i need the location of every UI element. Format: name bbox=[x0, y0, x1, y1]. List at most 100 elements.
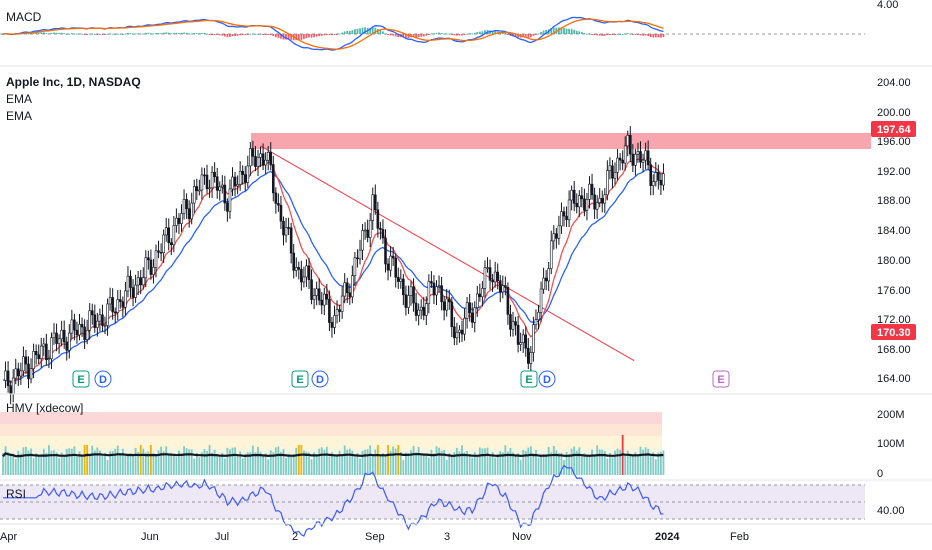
earnings-icon[interactable]: E bbox=[291, 370, 309, 388]
volume-bar bbox=[468, 453, 471, 475]
candle-body bbox=[424, 303, 428, 316]
price-tick: 188.00 bbox=[877, 195, 911, 207]
volume-bar bbox=[234, 447, 236, 475]
earnings-icon[interactable]: E bbox=[520, 370, 538, 388]
candle-body bbox=[651, 181, 655, 186]
volume-bars bbox=[2, 435, 665, 475]
volume-bar bbox=[637, 456, 639, 475]
candle-body bbox=[139, 277, 142, 286]
volume-bar bbox=[88, 454, 91, 475]
candle-body bbox=[233, 176, 237, 187]
candle-body bbox=[659, 179, 663, 186]
rsi-pane[interactable]: RSI 40.00 bbox=[0, 464, 905, 537]
volume-bar bbox=[55, 452, 58, 475]
candle-body bbox=[108, 297, 112, 305]
volume-bar bbox=[60, 452, 63, 475]
macd-histogram-bar bbox=[160, 33, 162, 35]
macd-histogram-bar bbox=[132, 33, 134, 35]
volume-bar bbox=[167, 454, 170, 475]
candle-body bbox=[608, 165, 612, 171]
upcoming-earnings-icon[interactable]: E bbox=[712, 370, 730, 388]
volume-bar bbox=[558, 453, 560, 475]
candle-body bbox=[9, 385, 12, 395]
candle-body bbox=[611, 165, 614, 179]
volume-bar bbox=[545, 454, 548, 475]
macd-histogram-bar bbox=[364, 27, 366, 34]
volume-bar bbox=[203, 449, 206, 475]
macd-histogram-bar bbox=[53, 32, 55, 34]
candle-body bbox=[506, 286, 510, 315]
price-pane[interactable]: Apple Inc, 1D, NASDAQ EMA EMA E D E D bbox=[2, 75, 871, 405]
macd-histogram-bar bbox=[473, 32, 476, 34]
volume-bar bbox=[376, 445, 379, 475]
macd-histogram-bar bbox=[448, 33, 451, 35]
candle-body bbox=[575, 203, 579, 208]
volume-bar bbox=[351, 450, 354, 475]
candle-body bbox=[6, 370, 10, 387]
candle-body bbox=[340, 295, 344, 312]
candle-body bbox=[192, 186, 196, 204]
volume-bar bbox=[101, 455, 104, 475]
volume-bar bbox=[257, 447, 259, 475]
volume-bar bbox=[180, 454, 183, 475]
hmv-label[interactable]: HMV [xdecow] bbox=[6, 401, 83, 415]
dividend-icon[interactable]: D bbox=[94, 370, 112, 388]
ema-label-1[interactable]: EMA bbox=[6, 92, 32, 106]
volume-bar bbox=[601, 449, 604, 475]
volume-bar bbox=[471, 457, 474, 475]
macd-histogram-bar bbox=[121, 33, 124, 35]
candle-body bbox=[98, 314, 102, 322]
ema-label-2[interactable]: EMA bbox=[6, 109, 32, 123]
macd-histogram-bar bbox=[180, 32, 183, 34]
macd-histogram-bar bbox=[456, 34, 458, 36]
macd-histogram-bar bbox=[614, 34, 616, 35]
macd-histogram-bar bbox=[104, 34, 106, 35]
rsi-tick: 40.00 bbox=[877, 505, 905, 517]
volume-bar bbox=[223, 458, 226, 475]
volume-bar bbox=[583, 453, 586, 475]
candle-body bbox=[565, 215, 568, 221]
volume-bar bbox=[160, 446, 162, 475]
macd-histogram-bar bbox=[427, 34, 430, 35]
price-axis[interactable]: 4.00 204.00 200.00 196.00 192.00 188.00 … bbox=[871, 0, 916, 385]
macd-histogram-bar bbox=[35, 32, 38, 34]
volume-bar bbox=[565, 451, 568, 475]
candle-body bbox=[345, 282, 349, 294]
macd-histogram-bar bbox=[491, 30, 494, 34]
time-axis[interactable]: Apr Jun Jul 2 Sep 3 Nov 2024 Feb bbox=[0, 531, 749, 543]
candle-body bbox=[289, 227, 293, 254]
candle-body bbox=[547, 268, 551, 282]
rsi-label[interactable]: RSI bbox=[6, 487, 26, 501]
earnings-icon[interactable]: E bbox=[72, 370, 90, 388]
resistance-zone[interactable] bbox=[251, 133, 871, 149]
volume-bar bbox=[246, 452, 249, 475]
candle-body bbox=[24, 356, 28, 365]
symbol-title[interactable]: Apple Inc, 1D, NASDAQ bbox=[6, 75, 141, 89]
macd-histogram-bar bbox=[2, 34, 4, 35]
dividend-icon[interactable]: D bbox=[538, 370, 556, 388]
macd-histogram-bar bbox=[211, 34, 213, 35]
hmv-pane[interactable]: HMV [xdecow] 200M 100M 0 bbox=[0, 401, 905, 480]
candle-body bbox=[88, 310, 91, 331]
candle-body bbox=[488, 267, 492, 281]
macd-histogram-bar bbox=[405, 34, 407, 39]
svg-text:D: D bbox=[316, 374, 324, 386]
macd-histogram-bar bbox=[86, 34, 89, 35]
volume-bar bbox=[239, 451, 242, 475]
macd-histogram-bar bbox=[563, 27, 565, 34]
macd-pane[interactable]: MACD bbox=[0, 10, 865, 51]
candle-body bbox=[613, 172, 617, 179]
trendline[interactable] bbox=[260, 145, 635, 362]
macd-histogram-bar bbox=[591, 34, 593, 35]
macd-histogram-bar bbox=[652, 34, 655, 38]
dividend-icon[interactable]: D bbox=[311, 370, 329, 388]
macd-histogram-bar bbox=[578, 31, 581, 34]
event-markers[interactable]: E D E D E D E bbox=[72, 370, 730, 388]
macd-histogram-bar bbox=[272, 34, 275, 37]
candle-body bbox=[493, 271, 497, 283]
volume-bar bbox=[147, 451, 150, 475]
candle-body bbox=[159, 251, 163, 254]
candle-body bbox=[154, 250, 158, 268]
candle-body bbox=[606, 170, 609, 196]
